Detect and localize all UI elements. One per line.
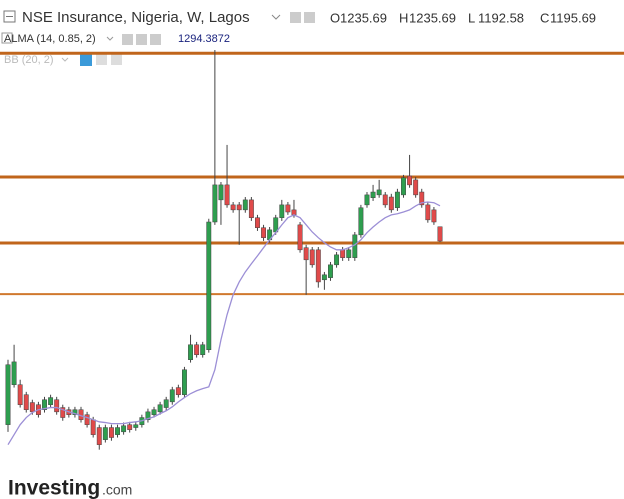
candle-body [261,227,266,238]
candle-body [224,184,230,206]
ohlc-key: L [468,10,475,25]
candle-body [115,427,120,435]
candle-body [5,364,11,425]
settings-icon[interactable] [304,12,315,23]
candle-body [29,402,35,413]
ohlc-value: 1195.69 [550,10,596,25]
candle-body [358,207,364,236]
candle-body [370,191,376,198]
close-icon[interactable] [111,54,122,65]
candle-body [279,204,285,218]
logo-suffix: .com [102,482,132,498]
candle-body [376,189,382,196]
candle-body [194,344,200,355]
candle-body [11,361,17,385]
candle-body [206,221,212,350]
candle-body [321,274,327,281]
candle-body [407,175,413,186]
candle-body [255,217,260,228]
candle-body [236,204,242,211]
candle-body [23,394,29,410]
candle-body [60,407,66,418]
candle-body [328,264,333,278]
alma-label: ALMA (14, 0.85, 2) [4,33,96,45]
candle-body [309,249,315,266]
candle-body [157,404,163,413]
candle-body [102,427,108,440]
candle-body [218,184,224,201]
eye-icon[interactable] [290,12,301,23]
candle-body [394,191,400,208]
candle-body [163,399,169,408]
candle-body [291,209,297,216]
candle-body [401,177,406,196]
settings-icon[interactable] [136,34,147,45]
alma-line [7,201,441,446]
candle-body [54,399,60,413]
candle-body [230,204,236,211]
candle-body [285,204,291,213]
candle-body [121,425,127,433]
candle-body [182,369,187,395]
ohlc-value: 1235.69 [340,10,387,25]
candle-body [133,424,139,428]
candle-body [297,224,303,251]
candle-body [364,194,370,206]
candle-body [200,344,206,355]
candle-body [175,387,181,395]
candle-body [425,204,431,221]
candle-body [346,249,352,258]
candle-body [437,226,443,242]
candle-body [382,194,388,206]
chart-title: NSE Insurance, Nigeria, W, Lagos [22,9,250,26]
candle-body [42,399,47,410]
candle-body [84,414,90,425]
legend-marker [1,32,13,44]
candle-body [340,249,346,258]
candle-body [388,196,394,211]
candle-body [334,254,340,266]
dropdown-icon[interactable] [61,57,69,62]
ohlc-key: C [540,10,549,25]
ohlc-value: 1192.58 [478,10,524,25]
candle-body [431,209,437,223]
ohlc-key: H [399,10,408,25]
candle-body [151,409,157,415]
collapse-icon[interactable] [3,10,16,23]
ohlc-value: 1235.69 [409,10,456,25]
candle-body [90,419,96,435]
candle-body [127,424,133,430]
candle-body [303,247,309,261]
candle-body [96,427,102,445]
ohlc-key: O [330,10,340,25]
settings-icon[interactable] [96,54,107,65]
candle-body [108,427,114,438]
dropdown-icon[interactable] [271,14,281,20]
eye-icon[interactable] [122,34,133,45]
candle-body [315,249,321,283]
candle-body [169,389,175,403]
candle-body [242,199,248,211]
eye-icon[interactable] [80,54,92,66]
candle-body [212,184,218,223]
candle-body [188,344,193,360]
close-icon[interactable] [150,34,161,45]
logo: Investing [8,477,100,499]
bb-label: BB (20, 2) [4,54,54,66]
candle-body [48,397,54,405]
candle-body [248,199,254,218]
candle-body [72,409,78,415]
candle-body [413,179,419,196]
dropdown-icon[interactable] [106,36,114,41]
candle-body [419,191,425,206]
candle-body [145,411,151,420]
alma-value: 1294.3872 [178,33,230,45]
candle-body [17,384,23,405]
